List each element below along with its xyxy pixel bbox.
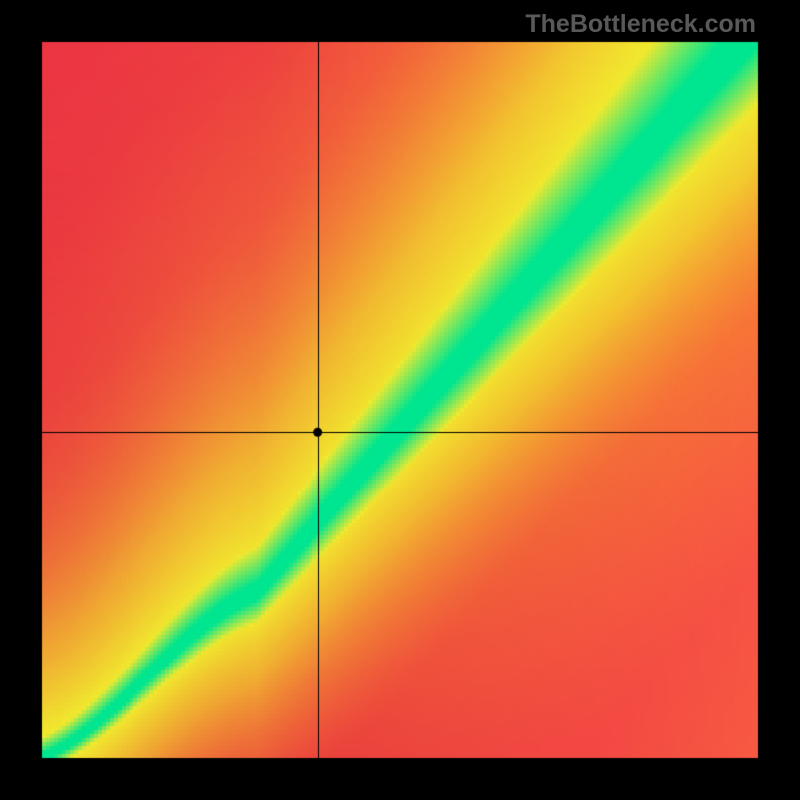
watermark: TheBottleneck.com [525,10,756,39]
bottleneck-heatmap [0,0,800,800]
